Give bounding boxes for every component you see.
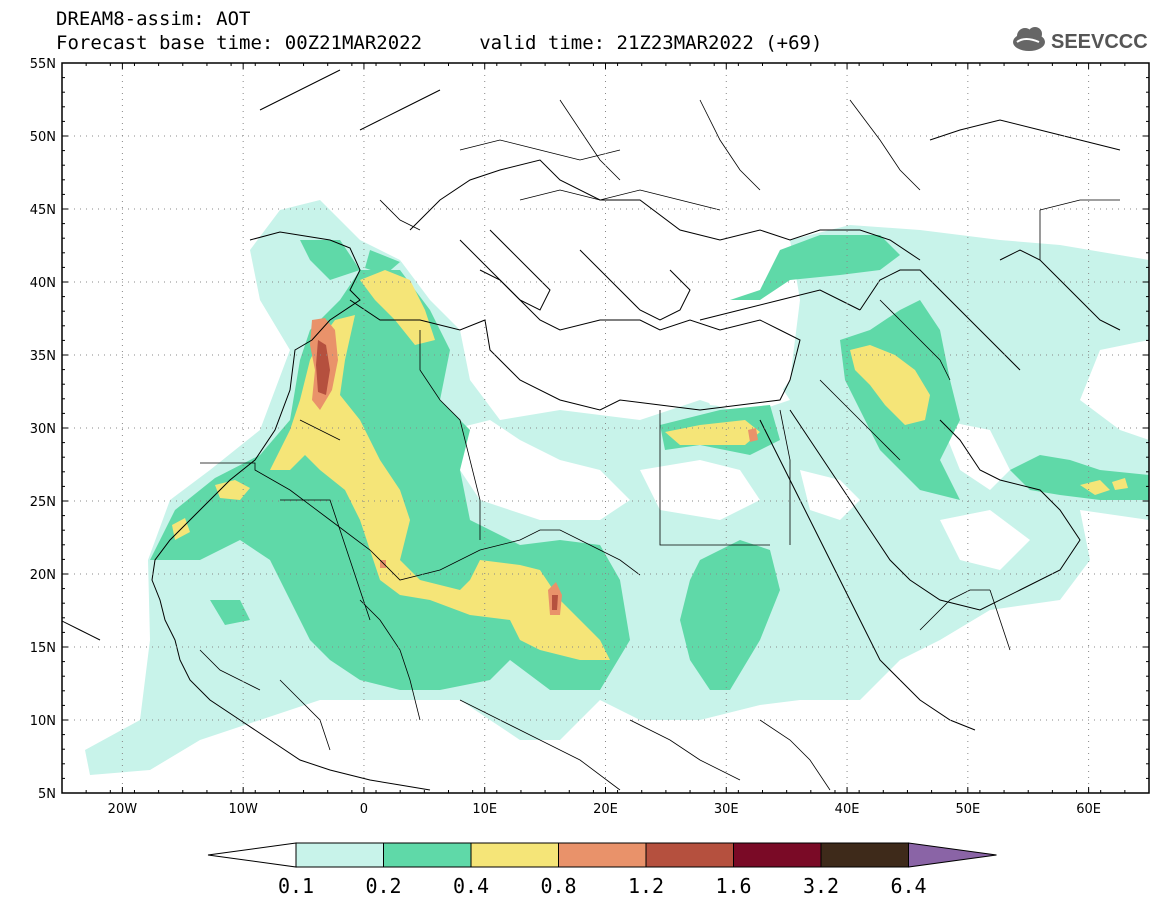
colorbar-segment: [733, 842, 822, 868]
coastlines: [62, 69, 1121, 791]
colorbar-label: 3.2: [803, 874, 839, 898]
lon-label: 40E: [835, 802, 860, 817]
lon-label: 30E: [714, 802, 739, 817]
lat-label: 5N: [38, 787, 56, 802]
aot-colorbar-labels: 0.1 0.2 0.4 0.8 1.2 1.6 3.2 6.4: [278, 874, 927, 898]
colorbar-left-arrow: [207, 842, 297, 868]
aot-colorbar: [207, 842, 997, 868]
colorbar-segment: [470, 842, 559, 868]
lat-label: 25N: [30, 495, 56, 510]
axis-ticks: [61, 62, 1150, 794]
lat-label: 20N: [30, 568, 56, 583]
lon-label: 20W: [108, 802, 138, 817]
colorbar-label: 0.8: [540, 874, 576, 898]
colorbar-label: 1.2: [628, 874, 664, 898]
lat-label: 50N: [30, 130, 56, 145]
lon-label: 20E: [593, 802, 618, 817]
map-title: DREAM8-assim: AOT: [56, 8, 251, 30]
lat-label: 35N: [30, 349, 56, 364]
latitude-labels: 55N 50N 45N 40N 35N 30N 25N 20N 15N 10N 5N: [30, 57, 56, 802]
aot-clear-areas: [450, 370, 1030, 570]
lat-label: 45N: [30, 203, 56, 218]
lon-label: 10W: [228, 802, 258, 817]
colorbar-label: 0.2: [365, 874, 401, 898]
longitude-labels: 20W 10W 0 10E 20E 30E 40E 50E 60E: [108, 802, 1101, 817]
colorbar-label: 6.4: [890, 874, 926, 898]
lon-label: 0: [360, 802, 368, 817]
lon-label: 10E: [472, 802, 497, 817]
colorbar-segment: [295, 842, 384, 868]
colorbar-segment: [645, 842, 734, 868]
forecast-time-line: Forecast base time: 00Z21MAR2022 valid t…: [56, 32, 823, 54]
colorbar-label: 1.6: [715, 874, 751, 898]
lat-label: 40N: [30, 276, 56, 291]
cloud-icon: [1013, 27, 1045, 51]
lat-label: 15N: [30, 641, 56, 656]
colorbar-segment: [383, 842, 472, 868]
colorbar-segment: [558, 842, 647, 868]
lat-label: 10N: [30, 714, 56, 729]
colorbar-right-arrow: [908, 842, 997, 868]
country-borders: [199, 99, 1120, 791]
lon-label: 60E: [1076, 802, 1101, 817]
colorbar-label: 0.4: [453, 874, 489, 898]
colorbar-segment: [820, 842, 909, 868]
colorbar-label: 0.1: [278, 874, 314, 898]
seevccc-logo: SEEVCCC: [1013, 27, 1148, 53]
logo-text: SEEVCCC: [1051, 31, 1148, 53]
lon-label: 50E: [955, 802, 980, 817]
aot-field-1.2: [316, 340, 558, 610]
lat-label: 55N: [30, 57, 56, 72]
lat-label: 30N: [30, 422, 56, 437]
